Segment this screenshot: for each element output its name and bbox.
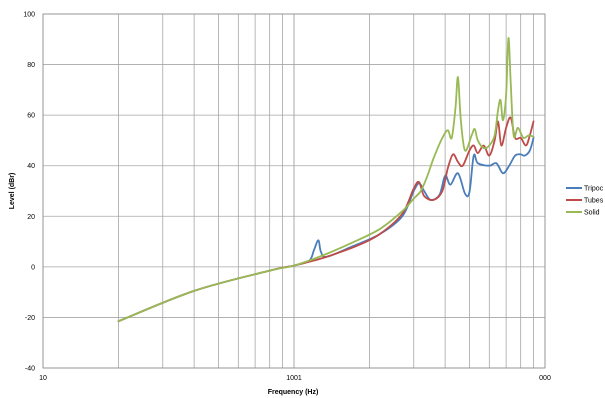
legend-label-tripoc: Tripoc xyxy=(584,186,604,193)
x-axis-ticks: 10 1001 000 xyxy=(39,375,551,382)
y-tick-label: -40 xyxy=(25,366,35,373)
y-tick-label: 40 xyxy=(27,163,35,170)
series-lines xyxy=(117,37,535,323)
series-line-solid xyxy=(117,37,535,323)
plot-border xyxy=(42,13,546,369)
y-tick-label: 0 xyxy=(31,264,35,271)
legend: Tripoc Tubes Solid xyxy=(566,186,604,217)
y-axis-ticks: -40 -20 0 20 40 60 80 100 xyxy=(23,12,35,373)
x-tick-label: 1001 xyxy=(286,375,302,382)
y-tick-label: -20 xyxy=(25,315,35,322)
y-tick-label: 60 xyxy=(27,113,35,120)
grid-lines xyxy=(42,13,546,369)
x-tick-label: 000 xyxy=(539,375,551,382)
series-line-tubes xyxy=(117,116,535,323)
y-tick-label: 80 xyxy=(27,62,35,69)
legend-label-solid: Solid xyxy=(584,210,600,217)
y-axis-title: Level (dBr) xyxy=(9,173,16,210)
y-tick-label: 100 xyxy=(23,12,35,19)
x-tick-label: 10 xyxy=(39,375,47,382)
x-axis-title: Frequency (Hz) xyxy=(268,389,319,396)
y-tick-label: 20 xyxy=(27,214,35,221)
legend-label-tubes: Tubes xyxy=(584,198,604,205)
